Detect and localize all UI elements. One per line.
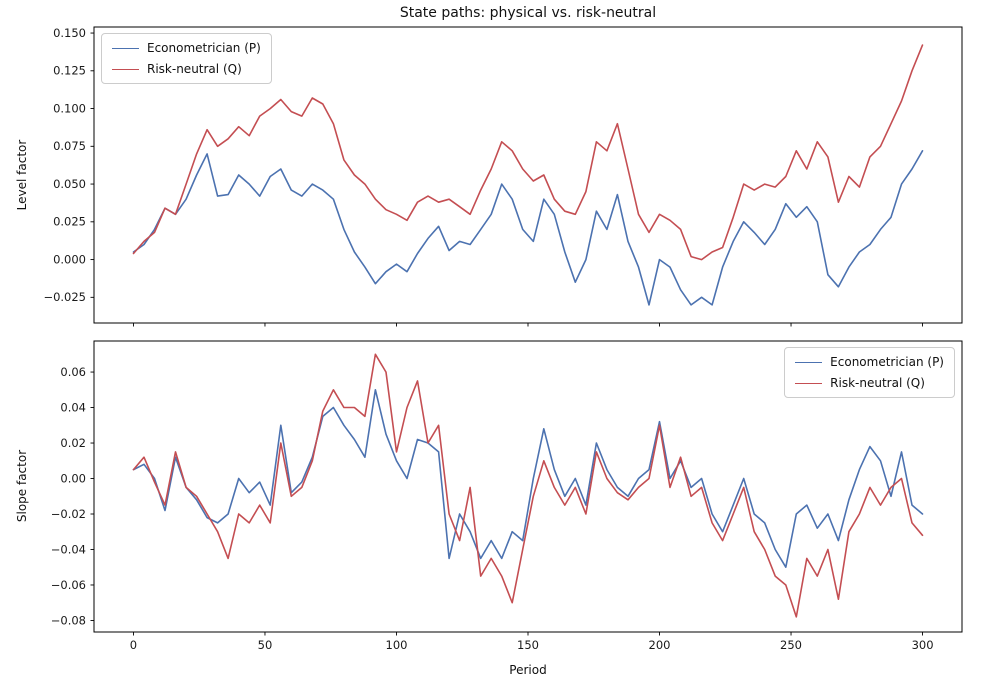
svg-text:150: 150 <box>517 638 539 652</box>
y-axis-label-level: Level factor <box>15 139 29 211</box>
svg-text:200: 200 <box>649 638 671 652</box>
svg-text:0: 0 <box>130 638 137 652</box>
legend-entry-econometrician: Econometrician (P) <box>795 355 944 369</box>
econometrician-line-swatch-icon <box>112 47 139 49</box>
legend-slope: Econometrician (P) Risk-neutral (Q) <box>784 347 955 398</box>
svg-text:0.025: 0.025 <box>53 215 86 229</box>
slope-factor-axes: 0.06 0.04 0.02 0.00 −0.02 −0.04 −0.06 −0.08 0 50 1… <box>51 340 963 652</box>
svg-text:0.00: 0.00 <box>60 471 86 485</box>
svg-text:0.100: 0.100 <box>53 101 86 115</box>
legend-label-econometrician: Econometrician (P) <box>147 41 261 55</box>
slope-factor-plot: 0.06 0.04 0.02 0.00 −0.02 −0.04 −0.06 −0.08 0 50 1… <box>51 340 963 652</box>
svg-text:0.06: 0.06 <box>60 365 86 379</box>
legend-label-risk-neutral: Risk-neutral (Q) <box>147 62 242 76</box>
svg-text:−0.04: −0.04 <box>51 542 86 556</box>
svg-text:0.02: 0.02 <box>60 436 86 450</box>
svg-text:250: 250 <box>780 638 802 652</box>
svg-text:100: 100 <box>386 638 408 652</box>
svg-text:0.075: 0.075 <box>53 139 86 153</box>
legend-entry-risk-neutral: Risk-neutral (Q) <box>795 376 944 390</box>
y-axis-label-slope: Slope factor <box>15 449 29 523</box>
risk-neutral-line-swatch-icon <box>112 68 139 70</box>
x-axis-label: Period <box>509 663 547 677</box>
svg-text:−0.025: −0.025 <box>43 290 86 304</box>
risk-neutral-line-swatch-icon <box>795 382 823 384</box>
level-factor-plot: 0.150 0.125 0.100 0.075 0.050 0.025 0.000 −0.02… <box>43 26 963 327</box>
svg-text:0.150: 0.150 <box>53 26 86 40</box>
svg-text:0.125: 0.125 <box>53 64 86 78</box>
svg-text:0.04: 0.04 <box>60 400 86 414</box>
legend-label-econometrician: Econometrician (P) <box>830 355 944 369</box>
svg-text:−0.08: −0.08 <box>51 613 86 627</box>
svg-text:300: 300 <box>912 638 934 652</box>
legend-entry-econometrician: Econometrician (P) <box>112 41 261 55</box>
svg-text:−0.02: −0.02 <box>51 507 86 521</box>
svg-text:0.050: 0.050 <box>53 177 86 191</box>
econometrician-line-swatch-icon <box>795 361 823 363</box>
legend-label-risk-neutral: Risk-neutral (Q) <box>830 376 925 390</box>
svg-text:0.000: 0.000 <box>53 252 86 266</box>
chart-title: State paths: physical vs. risk-neutral <box>399 5 657 21</box>
legend-entry-risk-neutral: Risk-neutral (Q) <box>112 62 261 76</box>
svg-text:50: 50 <box>258 638 273 652</box>
level-factor-axes: 0.150 0.125 0.100 0.075 0.050 0.025 0.000 −0.02… <box>43 26 963 327</box>
legend-level: Econometrician (P) Risk-neutral (Q) <box>101 33 272 84</box>
svg-text:−0.06: −0.06 <box>51 578 86 592</box>
